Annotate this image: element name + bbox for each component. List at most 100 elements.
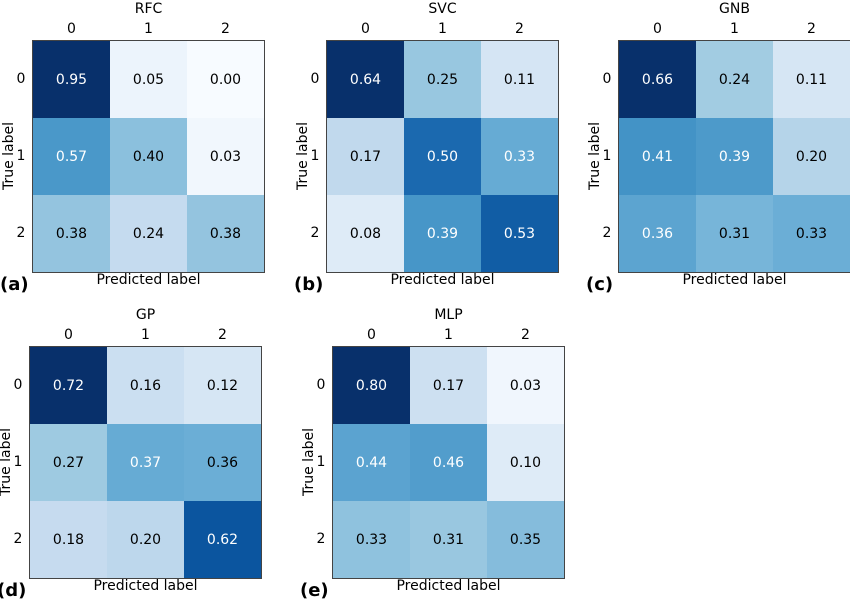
panel-0-x-axis-label: Predicted label bbox=[96, 272, 201, 288]
panel-0-cell-1-2: 0.03 bbox=[187, 118, 264, 195]
panel-2-x-axis-label: Predicted label bbox=[682, 272, 787, 288]
panel-1-title: SVC bbox=[428, 1, 457, 17]
panel-0-cell-2-0: 0.38 bbox=[33, 195, 110, 272]
panel-4-cell-1-1: 0.46 bbox=[410, 424, 487, 501]
panel-0-cell-1-1: 0.40 bbox=[110, 118, 187, 195]
panel-1-cell-2-2: 0.53 bbox=[481, 195, 558, 272]
panel-0-cell-0-2: 0.00 bbox=[187, 41, 264, 118]
panel-3-cell-0-0: 0.72 bbox=[30, 347, 107, 424]
panel-3-cell-2-1: 0.20 bbox=[107, 501, 184, 578]
panel-1-cell-1-1: 0.50 bbox=[404, 118, 481, 195]
panel-0-cell-2-2: 0.38 bbox=[187, 195, 264, 272]
panel-0-cell-2-1: 0.24 bbox=[110, 195, 187, 272]
panel-2-cell-2-1: 0.31 bbox=[696, 195, 773, 272]
panel-0-y-tick-2: 2 bbox=[16, 224, 26, 241]
panel-2-cell-0-0: 0.66 bbox=[619, 41, 696, 118]
panel-2-cell-1-2: 0.20 bbox=[773, 118, 850, 195]
panel-1-x-tick-1: 1 bbox=[438, 21, 447, 37]
panel-2-cell-1-0: 0.41 bbox=[619, 118, 696, 195]
panel-3-y-tick-0: 0 bbox=[13, 376, 23, 393]
panel-2-cell-0-2: 0.11 bbox=[773, 41, 850, 118]
panel-3-cell-1-0: 0.27 bbox=[30, 424, 107, 501]
panel-2-x-tick-1: 1 bbox=[730, 21, 739, 37]
panel-4-letter-label: (e) bbox=[300, 580, 329, 601]
panel-3-matrix: 0.72 0.16 0.12 0.27 0.37 0.36 0.18 0.20 0.62 bbox=[29, 346, 262, 579]
panel-3-y-tick-1: 1 bbox=[13, 453, 23, 470]
panel-1-y-tick-1: 1 bbox=[310, 147, 320, 164]
panel-4-x-tick-0: 0 bbox=[367, 327, 376, 343]
panel-4-cell-2-0: 0.33 bbox=[333, 501, 410, 578]
panel-3-x-tick-0: 0 bbox=[64, 327, 73, 343]
panel-2-y-tick-2: 2 bbox=[602, 224, 612, 241]
panel-3-cell-1-2: 0.36 bbox=[184, 424, 261, 501]
panel-2-y-tick-0: 0 bbox=[602, 70, 612, 87]
panel-1-cell-0-1: 0.25 bbox=[404, 41, 481, 118]
panel-3-cell-2-2: 0.62 bbox=[184, 501, 261, 578]
panel-2-letter-label: (c) bbox=[586, 274, 614, 295]
panel-2-y-tick-1: 1 bbox=[602, 147, 612, 164]
panel-2-cell-2-0: 0.36 bbox=[619, 195, 696, 272]
panel-4-y-tick-1: 1 bbox=[316, 453, 326, 470]
panel-1-letter-label: (b) bbox=[294, 274, 324, 295]
panel-0-y-tick-0: 0 bbox=[16, 70, 26, 87]
panel-1-y-tick-2: 2 bbox=[310, 224, 320, 241]
panel-3-cell-0-2: 0.12 bbox=[184, 347, 261, 424]
panel-4-cell-0-2: 0.03 bbox=[487, 347, 564, 424]
panel-3-title: GP bbox=[135, 307, 156, 323]
panel-4-x-axis-label: Predicted label bbox=[396, 578, 501, 594]
panel-1-x-axis-label: Predicted label bbox=[390, 272, 495, 288]
panel-4-matrix: 0.80 0.17 0.03 0.44 0.46 0.10 0.33 0.31 0.35 bbox=[332, 346, 565, 579]
panel-3-x-axis-label: Predicted label bbox=[93, 578, 198, 594]
panel-4-title: MLP bbox=[434, 307, 463, 323]
panel-3-y-axis-label: True label bbox=[0, 427, 14, 496]
panel-1-x-tick-0: 0 bbox=[361, 21, 370, 37]
panel-3-cell-0-1: 0.16 bbox=[107, 347, 184, 424]
panel-4-cell-1-0: 0.44 bbox=[333, 424, 410, 501]
panel-1-y-tick-0: 0 bbox=[310, 70, 320, 87]
panel-2-cell-2-2: 0.33 bbox=[773, 195, 850, 272]
panel-4-y-tick-2: 2 bbox=[316, 530, 326, 547]
panel-4-cell-0-0: 0.80 bbox=[333, 347, 410, 424]
panel-0-x-tick-0: 0 bbox=[67, 21, 76, 37]
panel-3-cell-2-0: 0.18 bbox=[30, 501, 107, 578]
panel-1-cell-2-1: 0.39 bbox=[404, 195, 481, 272]
panel-4-cell-2-2: 0.35 bbox=[487, 501, 564, 578]
panel-1-cell-2-0: 0.08 bbox=[327, 195, 404, 272]
panel-4-x-tick-2: 2 bbox=[521, 327, 530, 343]
panel-3-y-tick-2: 2 bbox=[13, 530, 23, 547]
panel-2-matrix: 0.66 0.24 0.11 0.41 0.39 0.20 0.36 0.31 0.33 bbox=[618, 40, 850, 273]
panel-4-y-axis-label: True label bbox=[301, 427, 317, 496]
panel-2-y-axis-label: True label bbox=[587, 121, 603, 190]
panel-0-y-tick-1: 1 bbox=[16, 147, 26, 164]
panel-0-title: RFC bbox=[134, 1, 163, 17]
panel-2-cell-1-1: 0.39 bbox=[696, 118, 773, 195]
panel-4-cell-2-1: 0.31 bbox=[410, 501, 487, 578]
panel-0-x-tick-2: 2 bbox=[221, 21, 230, 37]
panel-0-cell-1-0: 0.57 bbox=[33, 118, 110, 195]
panel-4-cell-1-2: 0.10 bbox=[487, 424, 564, 501]
panel-1-cell-0-0: 0.64 bbox=[327, 41, 404, 118]
panel-0-letter-label: (a) bbox=[0, 274, 29, 295]
panel-3-x-tick-1: 1 bbox=[141, 327, 150, 343]
panel-1-cell-0-2: 0.11 bbox=[481, 41, 558, 118]
panel-2-x-tick-0: 0 bbox=[653, 21, 662, 37]
panel-0-cell-0-0: 0.95 bbox=[33, 41, 110, 118]
panel-1-cell-1-2: 0.33 bbox=[481, 118, 558, 195]
panel-1-cell-1-0: 0.17 bbox=[327, 118, 404, 195]
panel-1-x-tick-2: 2 bbox=[515, 21, 524, 37]
panel-3-cell-1-1: 0.37 bbox=[107, 424, 184, 501]
panel-2-cell-0-1: 0.24 bbox=[696, 41, 773, 118]
panel-3-x-tick-2: 2 bbox=[218, 327, 227, 343]
panel-0-x-tick-1: 1 bbox=[144, 21, 153, 37]
panel-2-title: GNB bbox=[719, 1, 750, 17]
panel-4-cell-0-1: 0.17 bbox=[410, 347, 487, 424]
panel-1-y-axis-label: True label bbox=[295, 121, 311, 190]
panel-0-matrix: 0.95 0.05 0.00 0.57 0.40 0.03 0.38 0.24 0.38 bbox=[32, 40, 265, 273]
panel-2-x-tick-2: 2 bbox=[807, 21, 816, 37]
panel-3-letter-label: (d) bbox=[0, 580, 27, 601]
panel-0-y-axis-label: True label bbox=[1, 121, 17, 190]
panel-4-x-tick-1: 1 bbox=[444, 327, 453, 343]
panel-1-matrix: 0.64 0.25 0.11 0.17 0.50 0.33 0.08 0.39 0.53 bbox=[326, 40, 559, 273]
panel-4-y-tick-0: 0 bbox=[316, 376, 326, 393]
panel-0-cell-0-1: 0.05 bbox=[110, 41, 187, 118]
